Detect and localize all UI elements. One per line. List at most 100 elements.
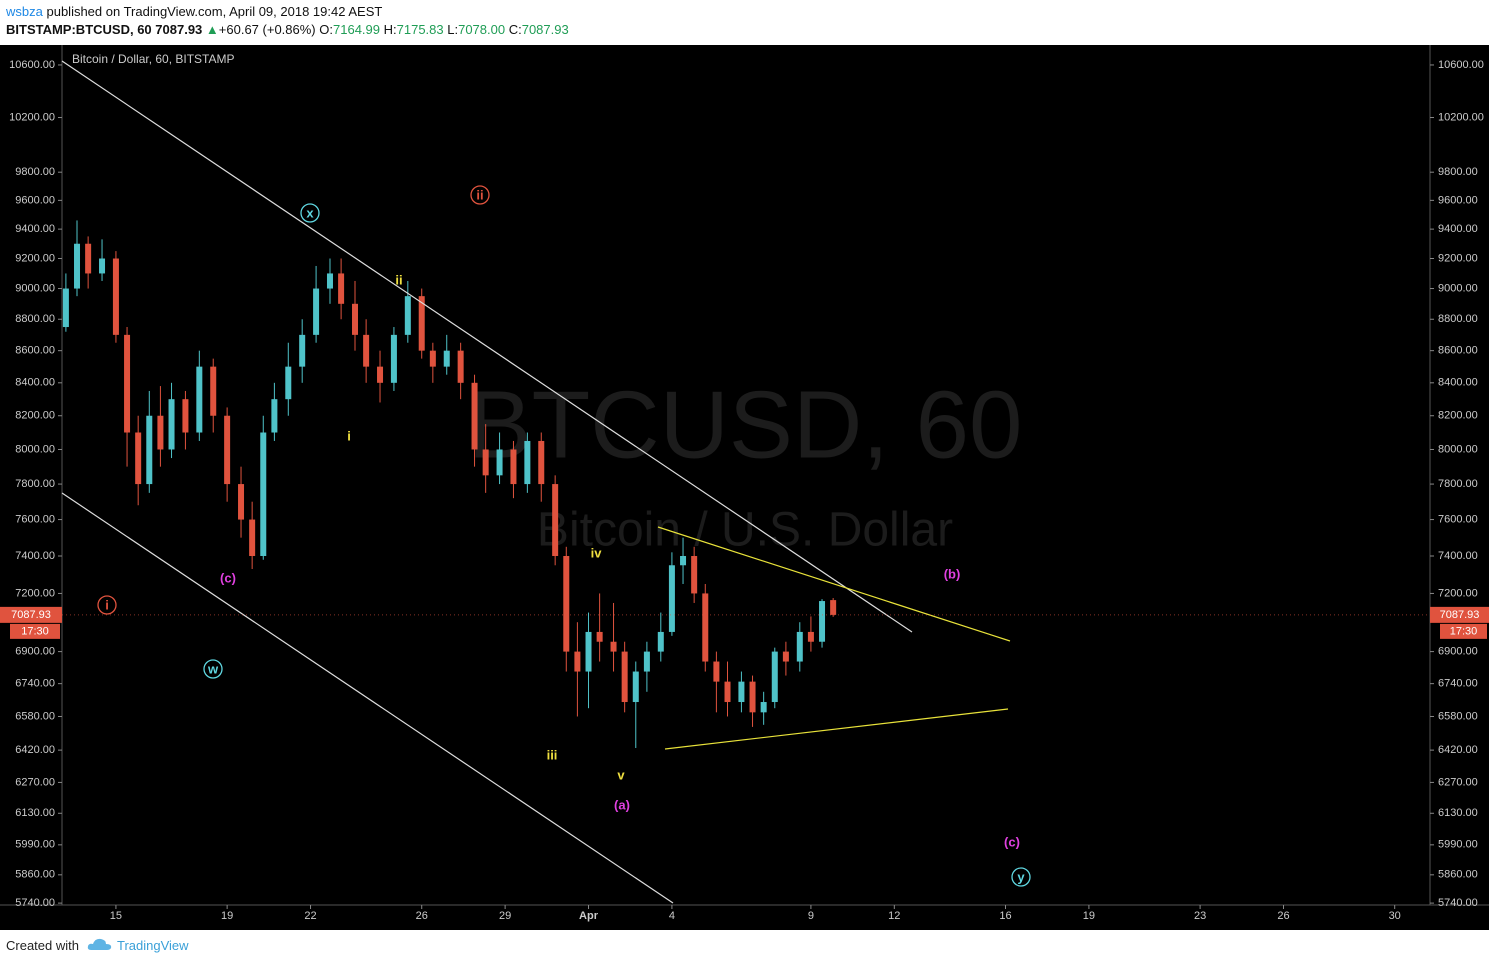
published: published on TradingView.com, April 09, … (46, 4, 383, 19)
candle-body (224, 415, 231, 485)
candle-body (210, 366, 217, 416)
candle-body (285, 366, 292, 400)
wave-label: x (306, 205, 314, 220)
candle-body (796, 631, 803, 662)
x-tick-label: 9 (808, 910, 814, 922)
candle-body (482, 449, 489, 476)
candle-body (621, 651, 628, 703)
user[interactable]: wsbza (6, 4, 43, 19)
y-tick-label: 8600.00 (15, 345, 55, 357)
l-value: 7078.00 (458, 22, 506, 37)
wave-circle (470, 185, 490, 205)
candle-body (610, 641, 617, 652)
y-tick-label: 9400.00 (15, 223, 55, 235)
candle-body (299, 334, 306, 367)
y-tick-label: 10600.00 (9, 59, 55, 71)
price-badge (0, 606, 62, 623)
y-tick-label: 6420.00 (15, 744, 55, 756)
y-tick-label: 5990.00 (1438, 839, 1478, 851)
candle-body (585, 631, 592, 672)
trendline (657, 526, 1011, 642)
candle-body (807, 631, 814, 642)
y-tick-label: 10200.00 (1438, 111, 1484, 123)
arrow: ▲ (205, 22, 219, 37)
candle-body (668, 565, 675, 632)
candle-body (62, 288, 69, 328)
candle-body (260, 432, 267, 557)
y-tick-label: 7600.00 (1438, 513, 1478, 525)
candle-body (657, 631, 664, 652)
wave-label: (c) (220, 570, 236, 585)
candle-body (326, 273, 333, 289)
candle-body (377, 366, 384, 383)
y-tick-label: 5860.00 (15, 869, 55, 881)
y-tick-label: 8400.00 (1438, 377, 1478, 389)
y-tick-label: 8600.00 (1438, 345, 1478, 357)
candle-body (596, 631, 603, 642)
price: 7087.93 (155, 22, 203, 37)
x-tick-label: 29 (499, 910, 511, 922)
candle-body (112, 258, 119, 335)
y-tick-label: 9200.00 (1438, 252, 1478, 264)
candle-body (390, 334, 397, 383)
candle-body (457, 350, 464, 383)
candle-body (724, 681, 731, 703)
x-tick-label: 19 (1083, 910, 1095, 922)
y-tick-label: 7800.00 (1438, 478, 1478, 490)
wave-circle (1011, 867, 1031, 887)
candle-body (85, 243, 92, 274)
header: wsbza published on TradingView.com, Apri… (0, 0, 1489, 45)
y-tick-label: 7600.00 (15, 513, 55, 525)
wave-label: v (617, 767, 625, 782)
h-value: 7175.83 (396, 22, 444, 37)
x-tick-label: 12 (888, 910, 900, 922)
candle-body (632, 671, 639, 703)
x-tick-label: 26 (1277, 910, 1289, 922)
wave-label: w (207, 661, 219, 676)
y-tick-label: 10600.00 (1438, 59, 1484, 71)
y-tick-label: 7400.00 (1438, 550, 1478, 562)
candle-body (196, 366, 203, 433)
h-label: H: (383, 22, 397, 37)
candle-body (471, 382, 478, 450)
candle-body (238, 484, 245, 520)
candle-body (782, 651, 789, 662)
background (0, 45, 1489, 930)
y-tick-label: 9000.00 (1438, 282, 1478, 294)
c-label: C: (508, 22, 522, 37)
watermark: BTCUSD, 60 (468, 371, 1023, 478)
y-tick-label: 8800.00 (15, 313, 55, 325)
x-tick-label: 15 (110, 910, 122, 922)
o-value: 7164.99 (333, 22, 380, 37)
wave-label: iii (547, 747, 558, 762)
y-tick-label: 9600.00 (1438, 194, 1478, 206)
y-tick-label: 7200.00 (15, 587, 55, 599)
candle-body (124, 334, 131, 433)
y-tick-label: 9400.00 (1438, 223, 1478, 235)
y-tick-label: 6130.00 (1438, 807, 1478, 819)
countdown: 17:30 (21, 625, 49, 637)
o-label: O: (319, 22, 333, 37)
candle-body (74, 243, 81, 289)
trendline (61, 492, 674, 904)
price-label: 7087.93 (1440, 609, 1480, 621)
created-with: Created with (6, 938, 79, 953)
wave-label: i (105, 597, 109, 612)
wave-label: iv (591, 545, 603, 560)
candle-body (574, 651, 581, 672)
candle-body (496, 449, 503, 476)
candle-body (771, 651, 778, 703)
candles (62, 220, 837, 748)
candle-body (563, 556, 570, 652)
symbol: BITSTAMP:BTCUSD, 60 (6, 22, 152, 37)
candle-body (538, 440, 545, 485)
x-tick-label: 4 (669, 910, 675, 922)
y-tick-label: 7800.00 (15, 478, 55, 490)
candle-body (552, 484, 559, 557)
c-value: 7087.93 (521, 22, 569, 37)
x-tick-label: 16 (999, 910, 1011, 922)
wave-label: (c) (1004, 834, 1020, 849)
wave-label: y (1017, 869, 1025, 884)
brand[interactable]: TradingView (117, 938, 189, 953)
